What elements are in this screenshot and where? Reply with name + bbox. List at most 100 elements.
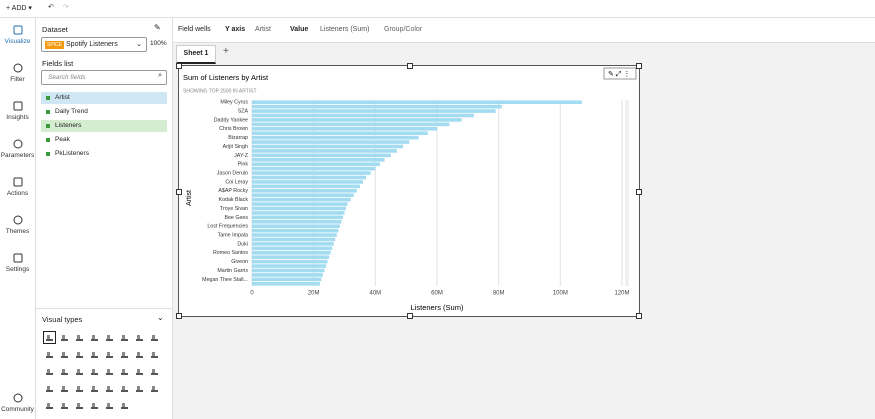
visual-type-icon[interactable] <box>88 382 101 395</box>
bar <box>252 259 328 264</box>
visual-type-icon[interactable] <box>88 365 101 378</box>
bar <box>252 162 380 167</box>
nav-label: Visualize <box>4 38 31 45</box>
visual-type-icon[interactable] <box>58 382 71 395</box>
nav-label: Community <box>1 406 34 413</box>
nav-icon <box>13 177 22 187</box>
bar <box>252 273 323 277</box>
nav-item[interactable]: Filter <box>0 62 35 83</box>
visual-type-icon[interactable] <box>133 348 146 361</box>
y-tick-label: Coi Leray <box>225 179 248 185</box>
nav-label: Settings <box>5 266 30 273</box>
visual-type-icon[interactable] <box>73 348 86 361</box>
y-axis-well: Y axis <box>225 26 246 33</box>
collapse[interactable]: ⌄ <box>157 313 164 322</box>
visual-type-icon[interactable] <box>148 348 161 361</box>
visual-type-icon[interactable] <box>133 382 146 395</box>
visual-type-icon[interactable] <box>73 331 86 344</box>
nav-icon <box>13 139 22 149</box>
edit-dataset[interactable]: ✎ <box>154 23 161 32</box>
x-tick-label: 80M <box>493 291 505 297</box>
x-tick-label: 60M <box>431 291 443 297</box>
icon-shape <box>13 393 22 403</box>
icon-shape <box>13 101 22 111</box>
field-item[interactable]: Listeners <box>41 120 167 132</box>
visual-type-icon[interactable] <box>148 331 161 344</box>
scrollbar[interactable] <box>625 100 629 286</box>
visual-type-icon[interactable] <box>103 399 116 412</box>
group-well[interactable]: Group/Color <box>384 26 423 33</box>
visual-type-icon[interactable] <box>118 348 131 361</box>
value-well: Value <box>290 26 309 33</box>
add-button[interactable]: + ADD ▾ <box>6 5 32 12</box>
bar <box>252 202 348 206</box>
visual-type-icon[interactable] <box>73 399 86 412</box>
visual-type-icon[interactable] <box>103 331 116 344</box>
nav-icon <box>13 393 22 403</box>
y-tick-label: Kodak Black <box>219 197 249 203</box>
undo[interactable]: ↶ <box>48 4 54 11</box>
visual-type-icon[interactable] <box>133 331 146 344</box>
y-tick-label: Miley Cyrus <box>220 100 248 106</box>
y-tick-label: Daddy Yankee <box>214 117 248 123</box>
nav-item[interactable]: Visualize <box>0 24 35 45</box>
visual-type-icon[interactable] <box>103 365 116 378</box>
chart: Sum of Listeners by Artist SHOWING TOP 2… <box>183 67 637 312</box>
add-sheet[interactable]: + <box>223 46 229 57</box>
visual-type-icon[interactable] <box>103 382 116 395</box>
bar <box>252 118 462 122</box>
nav-item[interactable]: Actions <box>0 176 35 197</box>
nav-icon <box>13 63 22 73</box>
bar <box>252 215 343 220</box>
field-item[interactable]: PkListeners <box>41 148 167 160</box>
field-item[interactable]: Artist <box>41 92 167 104</box>
visual-type-icon[interactable] <box>148 382 161 395</box>
sheet-tab[interactable]: Sheet 1 <box>176 45 216 64</box>
y-tick-label: SZA <box>238 108 249 114</box>
visual-type-icon[interactable] <box>133 365 146 378</box>
bar <box>252 188 357 193</box>
nav-item[interactable]: Community <box>0 392 35 413</box>
field-item[interactable]: Daily Trend <box>41 106 167 118</box>
value-field[interactable]: Listeners (Sum) <box>320 26 370 33</box>
visual-type-icon[interactable] <box>58 365 71 378</box>
search-icon: ⌕ <box>158 72 162 79</box>
visual-type-icon[interactable] <box>43 382 56 395</box>
visual-type-icon[interactable] <box>43 365 56 378</box>
redo[interactable]: ↷ <box>63 4 69 11</box>
bar <box>252 246 333 251</box>
visual-type-icon[interactable] <box>43 331 56 344</box>
dataset-select[interactable]: SPICE Spotify Listeners ⌄ <box>41 37 147 52</box>
visual-type-icon[interactable] <box>118 399 131 412</box>
visual-type-icon[interactable] <box>148 365 161 378</box>
x-tick-label: 100M <box>553 291 568 297</box>
field-item[interactable]: Peak <box>41 134 167 146</box>
visual-type-icon[interactable] <box>73 365 86 378</box>
visual-type-icon[interactable] <box>88 399 101 412</box>
nav-icon <box>13 215 22 225</box>
visual-type-icon[interactable] <box>88 331 101 344</box>
visual-menu[interactable] <box>603 67 637 80</box>
visual-type-icon[interactable] <box>43 348 56 361</box>
bar <box>252 193 354 198</box>
search-box[interactable]: Search fields ⌕ <box>41 70 167 85</box>
bar <box>252 149 397 153</box>
visual-type-icon[interactable] <box>58 331 71 344</box>
bar <box>252 255 330 260</box>
visual-type-icon[interactable] <box>73 382 86 395</box>
visual-type-icon[interactable] <box>103 348 116 361</box>
nav-item[interactable]: Themes <box>0 214 35 235</box>
nav-item[interactable]: Insights <box>0 100 35 121</box>
visual-type-icon[interactable] <box>118 331 131 344</box>
y-axis-title: Artist <box>186 190 193 206</box>
visual-type-icon[interactable] <box>88 348 101 361</box>
visual-type-icon[interactable] <box>58 399 71 412</box>
visual-type-icon[interactable] <box>43 399 56 412</box>
visual-card[interactable]: Sum of Listeners by Artist SHOWING TOP 2… <box>176 63 642 319</box>
nav-item[interactable]: Settings <box>0 252 35 273</box>
nav-item[interactable]: Parameters <box>0 138 35 159</box>
visual-type-icon[interactable] <box>58 348 71 361</box>
y-axis-field[interactable]: Artist <box>255 26 271 33</box>
visual-type-icon[interactable] <box>118 365 131 378</box>
visual-type-icon[interactable] <box>118 382 131 395</box>
